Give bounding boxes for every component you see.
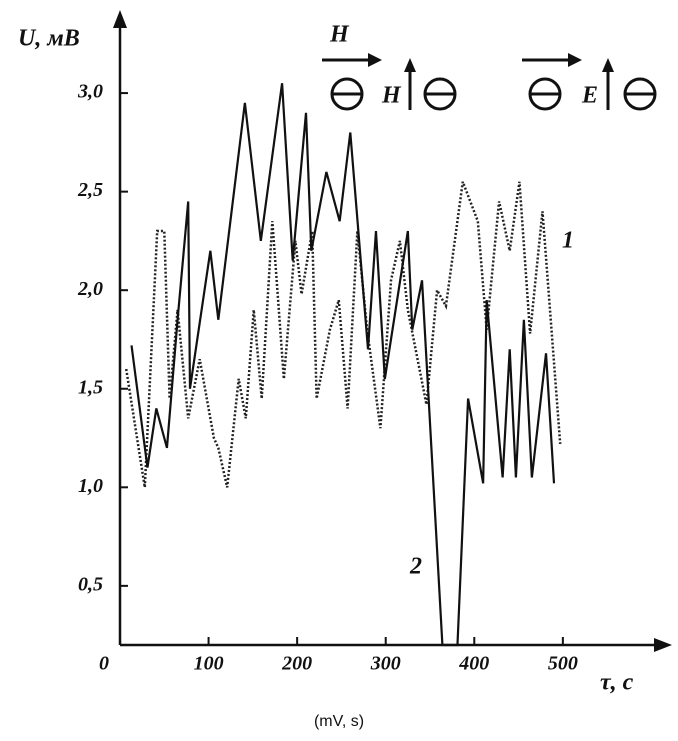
series-label: 2 [409,554,422,580]
x-tick-label: 300 [370,653,401,675]
annotation: H [381,83,402,109]
arrow-head [602,58,614,72]
annotation: H [329,22,350,48]
y-tick-label: 0,5 [78,573,103,595]
arrow-head [568,53,582,67]
x-axis-arrow [654,638,672,652]
x-tick-label: 400 [458,653,489,675]
y-tick-label: 2,0 [77,278,103,300]
x-tick-label: 200 [281,653,312,675]
series-line [124,181,562,488]
y-tick-label: 3,0 [77,81,103,103]
y-tick-label: 1,5 [78,376,103,398]
y-tick-label: 1,0 [78,475,103,497]
x-tick-label: 500 [548,653,578,675]
arrow-head [368,53,382,67]
y-tick-label: 2,5 [77,179,103,201]
x-tick-label: 100 [194,653,224,675]
x-axis-label: τ, с [600,670,634,696]
series-label: 1 [562,228,574,254]
symbols [330,58,657,111]
series-line [130,83,556,647]
y-axis-arrow [113,10,127,28]
annotation: E [581,83,598,109]
caption: (mV, s) [314,713,364,730]
arrow-head [404,58,416,72]
x-tick-label: 0 [99,653,109,675]
y-axis-label: U, мВ [18,26,80,52]
